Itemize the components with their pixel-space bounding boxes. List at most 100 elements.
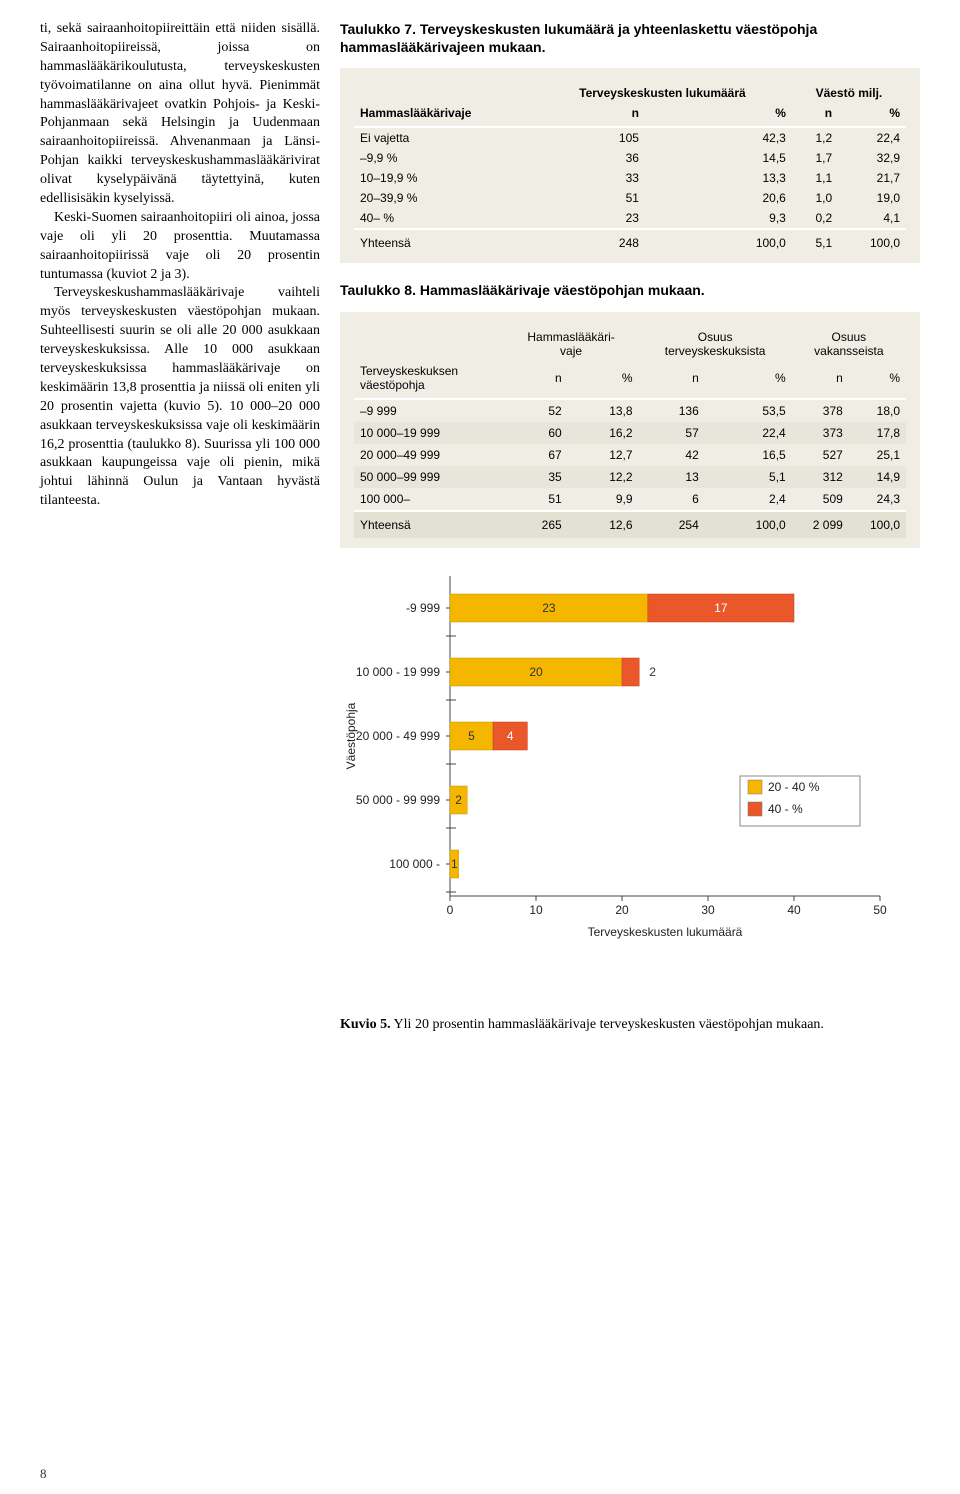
table-cell: 32,9 (838, 148, 906, 168)
svg-text:23: 23 (542, 601, 556, 615)
svg-text:5: 5 (468, 729, 475, 743)
table-cell: 9,9 (568, 488, 639, 511)
table7-title: Taulukko 7. Terveyskeskusten lukumäärä j… (340, 20, 920, 56)
table-cell: 40– % (354, 208, 533, 229)
table-cell: 9,3 (645, 208, 792, 229)
table-cell: 100,0 (705, 511, 792, 538)
table8: Hammaslääkäri-vaje Osuusterveyskeskuksis… (354, 326, 906, 538)
table-row: 50 000–99 9993512,2135,131214,9 (354, 466, 906, 488)
table-cell: 12,7 (568, 444, 639, 466)
page-number: 8 (40, 1466, 47, 1482)
table7-container: Terveyskeskusten lukumäärä Väestö milj. … (340, 68, 920, 263)
svg-text:2: 2 (649, 665, 656, 679)
svg-text:2: 2 (455, 793, 462, 807)
svg-text:-9 999: -9 999 (406, 601, 440, 615)
table-cell: 105 (533, 127, 645, 148)
chart-caption-bold: Kuvio 5. (340, 1017, 391, 1032)
svg-text:20: 20 (529, 665, 543, 679)
svg-text:10: 10 (529, 903, 543, 917)
svg-text:40: 40 (787, 903, 801, 917)
table-cell: 17,8 (849, 422, 906, 444)
table-cell: 254 (639, 511, 705, 538)
table-cell: 23 (533, 208, 645, 229)
table8-rowhead: Terveyskeskuksenväestöpohja (354, 360, 504, 399)
table-cell: 509 (792, 488, 849, 511)
chart-caption: Kuvio 5. Yli 20 prosentin hammaslääkäriv… (340, 1016, 920, 1034)
table-cell: 10 000–19 999 (354, 422, 504, 444)
table-cell: 1,7 (792, 148, 838, 168)
table-cell: 4,1 (838, 208, 906, 229)
table-cell: 6 (639, 488, 705, 511)
table-row: 20–39,9 %5120,61,019,0 (354, 188, 906, 208)
table-cell: 373 (792, 422, 849, 444)
svg-text:10 000 - 19 999: 10 000 - 19 999 (356, 665, 440, 679)
svg-text:17: 17 (714, 601, 728, 615)
table-cell: 100,0 (838, 229, 906, 253)
table-cell: 18,0 (849, 399, 906, 422)
table8-col-pct2: % (705, 360, 792, 399)
svg-text:1: 1 (451, 857, 458, 871)
table7-head-group2: Väestö milj. (792, 82, 906, 102)
table-cell: –9,9 % (354, 148, 533, 168)
table-cell: 248 (533, 229, 645, 253)
table7-col-pct: % (645, 102, 792, 127)
table-cell: 5,1 (705, 466, 792, 488)
chart-container: 01020304050Terveyskeskusten lukumääräVäe… (340, 566, 920, 946)
svg-text:100 000 -: 100 000 - (389, 857, 440, 871)
table-cell: 13 (639, 466, 705, 488)
table-cell: 10–19,9 % (354, 168, 533, 188)
table-cell: 13,3 (645, 168, 792, 188)
table-cell: Yhteensä (354, 511, 504, 538)
table-cell: 12,2 (568, 466, 639, 488)
table-cell: 12,6 (568, 511, 639, 538)
table8-head-group3: Osuusvakansseista (792, 326, 906, 360)
table-cell: 33 (533, 168, 645, 188)
table-cell: 24,3 (849, 488, 906, 511)
svg-text:20: 20 (615, 903, 629, 917)
table-cell: Ei vajetta (354, 127, 533, 148)
table-cell: 36 (533, 148, 645, 168)
table-cell: 57 (639, 422, 705, 444)
table8-col-pct1: % (568, 360, 639, 399)
table-cell: 312 (792, 466, 849, 488)
table8-head-group2: Osuusterveyskeskuksista (639, 326, 792, 360)
table-cell: 35 (504, 466, 568, 488)
table8-title: Taulukko 8. Hammaslääkärivaje väestöpohj… (340, 281, 920, 299)
table-row: 10 000–19 9996016,25722,437317,8 (354, 422, 906, 444)
table-cell: –9 999 (354, 399, 504, 422)
table-cell: 1,1 (792, 168, 838, 188)
body-text-column: ti, sekä sairaanhoitopiireittäin että ni… (40, 20, 320, 1034)
table8-col-n1: n (504, 360, 568, 399)
table-cell: 25,1 (849, 444, 906, 466)
table-cell: 20,6 (645, 188, 792, 208)
svg-text:50: 50 (873, 903, 887, 917)
table-cell: 53,5 (705, 399, 792, 422)
table-cell: 22,4 (838, 127, 906, 148)
table-cell: 50 000–99 999 (354, 466, 504, 488)
table-total-row: Yhteensä248100,05,1100,0 (354, 229, 906, 253)
table8-container: Hammaslääkäri-vaje Osuusterveyskeskuksis… (340, 312, 920, 548)
table-cell: 1,2 (792, 127, 838, 148)
svg-text:0: 0 (447, 903, 454, 917)
table7-col-n: n (533, 102, 645, 127)
table-cell: 0,2 (792, 208, 838, 229)
table-cell: 527 (792, 444, 849, 466)
table-cell: 378 (792, 399, 849, 422)
table-cell: 136 (639, 399, 705, 422)
chart-caption-rest: Yli 20 prosentin hammaslääkärivaje terve… (391, 1017, 824, 1032)
table7-head-group1: Terveyskeskusten lukumäärä (533, 82, 792, 102)
table-cell: 13,8 (568, 399, 639, 422)
para-2: Keski-Suomen sairaanhoitopiiri oli ainoa… (40, 209, 320, 285)
table-cell: 5,1 (792, 229, 838, 253)
table-cell: 42,3 (645, 127, 792, 148)
table-cell: 21,7 (838, 168, 906, 188)
table-cell: 2 099 (792, 511, 849, 538)
svg-text:20 - 40 %: 20 - 40 % (768, 780, 820, 794)
table-cell: 52 (504, 399, 568, 422)
table-cell: 100,0 (645, 229, 792, 253)
table-row: 100 000–519,962,450924,3 (354, 488, 906, 511)
table-cell: 51 (533, 188, 645, 208)
table8-col-pct3: % (849, 360, 906, 399)
chart-svg: 01020304050Terveyskeskusten lukumääräVäe… (340, 566, 900, 946)
para-3: Terveyskeskushammaslääkärivaje vaihteli … (40, 284, 320, 511)
